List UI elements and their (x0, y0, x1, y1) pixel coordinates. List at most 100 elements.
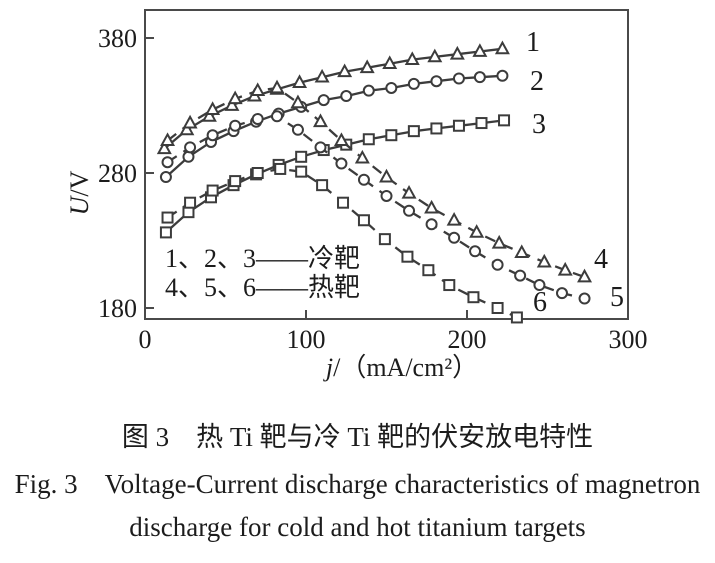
series-5-hot-target-marker (514, 269, 527, 282)
series-6-hot-target (161, 162, 523, 324)
series-6-hot-target-marker (161, 211, 174, 224)
series-2-cold-target-marker (317, 94, 330, 107)
caption-english-line1: Fig. 3 Voltage-Current discharge charact… (14, 469, 701, 499)
series-2-cold-target-marker (496, 69, 509, 82)
x-tick-label-200: 200 (448, 325, 487, 354)
series-2-cold-target-marker (430, 75, 443, 88)
series-1-cold-target-marker (382, 55, 398, 70)
plot-frame (144, 9, 629, 320)
series-5-hot-target-marker (448, 231, 461, 244)
series-6-hot-target-marker (295, 165, 308, 178)
series-4-hot-target-marker (227, 90, 243, 105)
series-3-cold-target-marker (385, 129, 398, 142)
x-axis-label: j/（mA/cm²） (323, 353, 478, 382)
series-2-cold-target-marker (362, 84, 375, 97)
series-1-cold-target-marker (404, 51, 420, 65)
series-5-hot-target-marker (403, 204, 416, 217)
series-2-cold-target-marker (452, 72, 465, 85)
curve-label-6: 6 (533, 287, 547, 318)
series-1-cold-target-marker (494, 40, 510, 55)
series-1-cold-target-marker (359, 59, 375, 74)
series-3-cold-target-marker (452, 119, 465, 132)
series-5-hot-target-marker (425, 218, 438, 231)
curve-label-1: 1 (526, 27, 540, 58)
series-2-cold-target-marker (385, 81, 398, 94)
series-6-hot-target-marker (422, 264, 435, 277)
series-6-hot-target-marker (229, 175, 242, 188)
series-6-hot-target-marker (184, 196, 197, 209)
series-2-cold-target-marker (407, 77, 420, 90)
series-4-hot-target-marker (469, 224, 485, 238)
series-4-hot-target-marker (160, 132, 176, 146)
series-2-cold-target-marker (182, 150, 195, 163)
series-3-cold-target-marker (159, 226, 172, 239)
series-4-hot-target-marker (205, 101, 221, 115)
series-2-cold-target-marker (159, 171, 172, 184)
series-2-cold-target-marker (473, 71, 486, 84)
series-1-cold-target-marker (337, 63, 353, 78)
series-4-hot-target-marker (333, 132, 349, 146)
series-4-hot-target-marker (182, 114, 198, 129)
series-3-cold-target-line (165, 119, 505, 234)
series-3-cold-target-marker (430, 122, 443, 135)
series-2-cold-target-line (165, 74, 503, 178)
series-1-cold-target-marker (156, 140, 172, 155)
series-3-cold-target-marker (475, 117, 488, 130)
series-6-hot-target-marker (443, 279, 456, 292)
series-6-hot-target-marker (378, 233, 391, 246)
series-6-hot-target-marker (274, 162, 287, 175)
series-4-hot-target-marker (491, 234, 507, 249)
series-5-hot-target-marker (184, 141, 197, 154)
curve-label-3: 3 (532, 109, 546, 140)
series-4-hot-target-marker (514, 244, 530, 259)
series-4-hot-target-marker (577, 268, 593, 283)
series-5-hot-target-marker (314, 141, 327, 154)
series-5-hot-target-marker (555, 287, 568, 300)
series-6-hot-target-marker (467, 291, 480, 304)
series-5-hot-target-marker (161, 156, 174, 169)
series-4-hot-target-marker (557, 261, 573, 276)
series-1-cold-target-marker (201, 108, 217, 122)
x-tick-label-100: 100 (287, 325, 326, 354)
caption-english-line2: discharge for cold and hot titanium targ… (129, 512, 586, 542)
series-4-hot-target-marker (290, 94, 306, 109)
series-5-hot-target-marker (491, 258, 504, 271)
series-5-hot-target-marker (357, 173, 370, 186)
legend-line-2: 4、5、6——热靶 (165, 273, 360, 302)
series-4-hot-target-marker (536, 253, 552, 268)
curve-label-2: 2 (530, 66, 544, 97)
series-3-cold-target-marker (498, 114, 511, 127)
series-4-hot-target-marker (446, 211, 462, 226)
series-5-hot-target-markers (161, 110, 591, 305)
series-6-hot-target-marker (206, 184, 219, 197)
series-4-hot-target-marker (424, 199, 440, 214)
y-tick-label-280: 280 (98, 159, 137, 188)
series-4-hot-target-marker (269, 79, 285, 94)
series-4-hot-target-marker (354, 149, 370, 164)
series-5-hot-target-marker (229, 119, 242, 132)
series-6-hot-target-marker (357, 214, 370, 227)
series-2-cold-target-marker (340, 90, 353, 103)
series-5-hot-target-marker (291, 123, 304, 136)
y-tick-label-380: 380 (98, 24, 137, 53)
series-6-hot-target-marker (510, 311, 523, 324)
series-5-hot-target-marker (469, 245, 482, 258)
series-1-cold-target-marker (449, 45, 465, 60)
x-tick-label-300: 300 (609, 325, 648, 354)
series-1-cold-target-marker (472, 43, 488, 57)
series-4-hot-target (160, 79, 593, 283)
curve-label-5: 5 (610, 282, 624, 313)
series-5-hot-target-marker (533, 279, 546, 292)
series-3-cold-target-marker (407, 125, 420, 138)
series-1-cold-target-marker (314, 68, 330, 83)
y-axis-label: U/V (65, 170, 94, 215)
series-1-cold-target-marker (427, 48, 443, 63)
caption-chinese: 图 3 热 Ti 靶与冷 Ti 靶的伏安放电特性 (121, 422, 594, 452)
series-6-hot-target-marker (401, 250, 414, 263)
series-5-hot-target-marker (380, 189, 393, 202)
series-4-hot-target-marker (379, 168, 394, 183)
series-1-cold-target-line (163, 47, 503, 150)
x-tick-label-0: 0 (139, 325, 152, 354)
